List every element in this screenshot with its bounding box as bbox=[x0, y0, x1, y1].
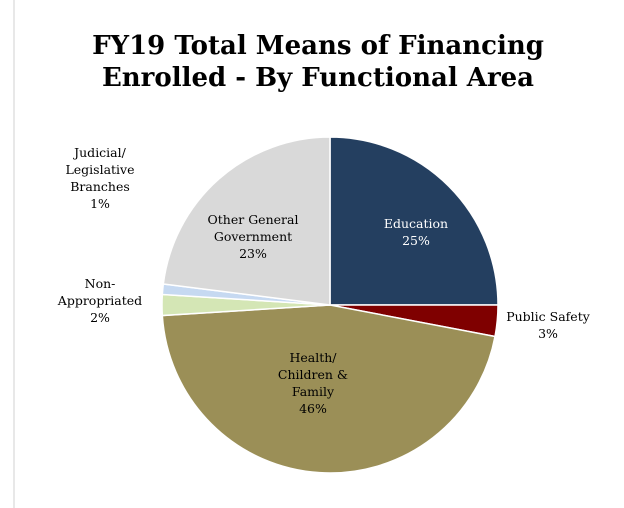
slice-value-label: 1% bbox=[90, 196, 110, 211]
chart-title: FY19 Total Means of Financing Enrolled - … bbox=[92, 31, 544, 93]
pie-slice bbox=[162, 136, 331, 306]
slice-value-label: 3% bbox=[538, 326, 558, 341]
slice-label: Public Safety bbox=[506, 309, 590, 324]
slice-value-label: 25% bbox=[402, 233, 430, 248]
slice-label: Health/Children & Family bbox=[278, 350, 348, 399]
pie-slice bbox=[161, 304, 496, 474]
slice-label: Non-Appropriated bbox=[57, 276, 142, 308]
slice-value-label: 23% bbox=[239, 246, 267, 261]
slice-label: Other General Government bbox=[208, 212, 299, 244]
pie-slice bbox=[329, 136, 499, 306]
slice-value-label: 2% bbox=[90, 310, 110, 325]
slice-label: Judicial/Legislative Branches bbox=[65, 145, 134, 194]
slice-value-label: 46% bbox=[299, 401, 327, 416]
slice-label: Education bbox=[384, 216, 448, 231]
